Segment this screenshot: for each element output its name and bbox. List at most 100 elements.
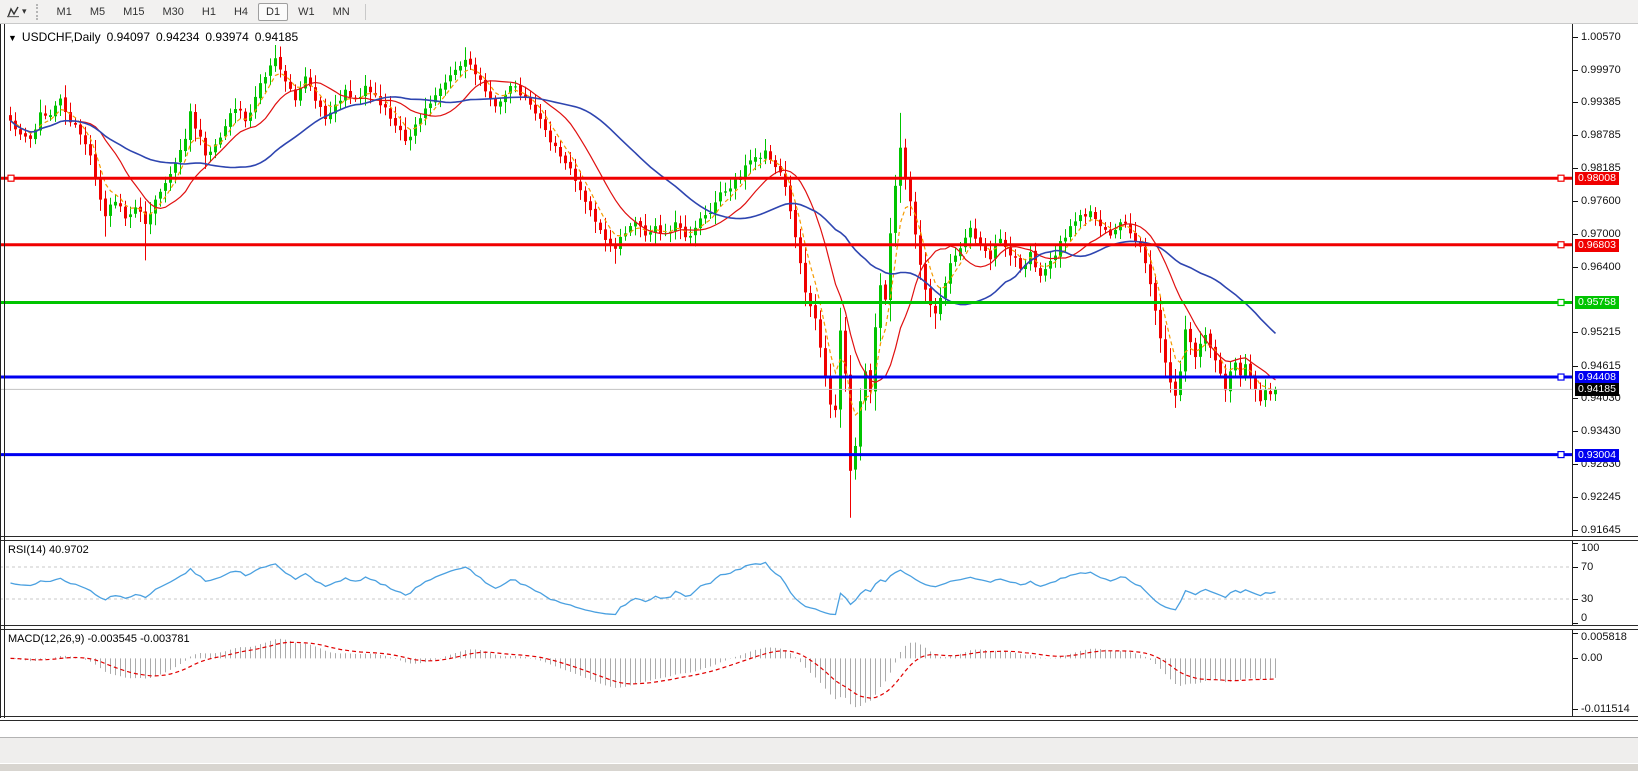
axis-tick — [1573, 366, 1578, 367]
rsi-label: RSI(14) 40.9702 — [8, 544, 89, 556]
price-tick-label: 0.96400 — [1581, 261, 1621, 273]
pane-divider[interactable] — [0, 625, 1638, 630]
axis-tick — [1573, 543, 1578, 544]
price-tick-label: 0.98185 — [1581, 162, 1621, 174]
axis-tick — [1573, 709, 1578, 710]
axis-tick — [1573, 464, 1578, 465]
chart-title: ▼ USDCHF,Daily 0.94097 0.94234 0.93974 0.9418… — [8, 30, 298, 44]
axis-tick — [1573, 623, 1578, 624]
macd-label: MACD(12,26,9) -0.003545 -0.003781 — [8, 633, 190, 645]
hline-price-label: 0.96803 — [1575, 239, 1619, 252]
rsi-tick-label: 0 — [1581, 612, 1588, 624]
price-tick-label: 0.97600 — [1581, 195, 1621, 207]
price-tick-label: 0.94615 — [1581, 360, 1621, 372]
hline-price-label: 0.98008 — [1575, 172, 1619, 185]
axis-tick — [1573, 70, 1578, 71]
timeframe-button-m5[interactable]: M5 — [89, 5, 106, 18]
rsi-axis[interactable]: 100 70 30 0 — [1572, 541, 1638, 625]
axis-tick — [1573, 135, 1578, 136]
price-plot-area[interactable] — [0, 24, 1572, 541]
axis-tick — [1573, 102, 1578, 103]
axis-tick — [1573, 267, 1578, 268]
macd-pane: MACD(12,26,9) -0.003545 -0.003781 0.0058… — [0, 630, 1638, 716]
chart-tab-bar — [0, 737, 1638, 764]
price-tick-label: 0.93430 — [1581, 425, 1621, 437]
rsi-canvas — [0, 561, 1572, 616]
timeframe-button-w1[interactable]: W1 — [298, 5, 315, 18]
rsi-line — [10, 561, 1276, 616]
axis-tick — [1573, 431, 1578, 432]
price-tick-label: 1.00570 — [1581, 31, 1621, 43]
hline-price-label: 0.94408 — [1575, 371, 1619, 384]
axis-tick — [1573, 497, 1578, 498]
macd-tick-label: 0.00 — [1581, 652, 1603, 664]
pane-divider[interactable] — [0, 536, 1638, 541]
hline-left-handle[interactable] — [7, 174, 15, 182]
ohlc-low: 0.93974 — [205, 30, 249, 44]
axis-tick — [1573, 633, 1578, 634]
chart-bottom-border — [0, 716, 1638, 721]
ohlc-close: 0.94185 — [254, 30, 299, 44]
hline-price-label: 0.93004 — [1575, 449, 1619, 462]
toolbar-separator — [364, 3, 366, 20]
moving-average-sma34 — [9, 96, 1277, 334]
top-toolbar: ▾ M1 M5 M15 M30 H1 H4 D1 W1 MN — [0, 0, 1638, 24]
rsi-tick-label: 30 — [1581, 593, 1594, 605]
status-bar — [0, 763, 1638, 771]
price-tick-label: 0.99385 — [1581, 96, 1621, 108]
hline-right-handle[interactable] — [1557, 373, 1565, 381]
timeframe-button-h4[interactable]: H4 — [233, 5, 249, 18]
axis-tick — [1573, 201, 1578, 202]
hline-price-label: 0.95758 — [1575, 296, 1619, 309]
macd-tick-label: -0.011514 — [1581, 703, 1630, 715]
hline-right-handle[interactable] — [1557, 174, 1565, 182]
rsi-plot-area[interactable] — [0, 541, 1572, 630]
hline-right-handle[interactable] — [1557, 450, 1565, 459]
price-tick-label: 0.92245 — [1581, 491, 1621, 503]
moving-average-sma13 — [10, 80, 1276, 383]
quick-nav-collapse-icon[interactable]: ▼ — [8, 33, 17, 43]
axis-tick — [1573, 398, 1578, 399]
chevron-down-icon[interactable]: ▾ — [22, 6, 27, 16]
candlestick-canvas — [0, 44, 1572, 518]
axis-tick — [1573, 567, 1578, 568]
timeframe-button-m30[interactable]: M30 — [162, 5, 184, 18]
price-tick-label: 0.98785 — [1581, 129, 1621, 141]
axis-tick — [1573, 168, 1578, 169]
axis-tick — [1573, 658, 1578, 659]
current-price-label: 0.94185 — [1575, 383, 1619, 396]
macd-signal-line — [10, 641, 1276, 699]
chart-symbol-period: USDCHF,Daily — [21, 30, 101, 44]
chart-pointer-icon[interactable] — [4, 4, 22, 20]
axis-tick — [1573, 530, 1578, 531]
rsi-tick-label: 100 — [1581, 542, 1600, 554]
macd-plot-area[interactable] — [0, 630, 1572, 721]
chart-frame-left — [0, 24, 5, 718]
hline-right-handle[interactable] — [1557, 241, 1565, 249]
price-pane: 1.00570 0.99970 0.99385 0.98785 0.98185 0.976… — [0, 24, 1638, 536]
timeframe-button-d1[interactable]: D1 — [258, 2, 289, 21]
price-axis[interactable]: 1.00570 0.99970 0.99385 0.98785 0.98185 0.976… — [1572, 24, 1638, 536]
timeframe-button-h1[interactable]: H1 — [201, 5, 216, 18]
macd-axis[interactable]: 0.005818 0.00 -0.011514 — [1572, 630, 1638, 716]
time-axis[interactable] — [0, 721, 1638, 737]
axis-tick — [1573, 599, 1578, 600]
timeframe-button-mn[interactable]: MN — [332, 5, 350, 18]
price-tick-label: 0.99970 — [1581, 64, 1621, 76]
price-tick-label: 0.95215 — [1581, 326, 1621, 338]
macd-canvas — [10, 638, 1276, 708]
moving-average-ema5 — [10, 68, 1276, 416]
macd-tick-label: 0.005818 — [1581, 631, 1627, 643]
ohlc-high: 0.94234 — [156, 30, 200, 44]
hline-right-handle[interactable] — [1557, 298, 1565, 307]
rsi-pane: RSI(14) 40.9702 100 70 30 0 — [0, 541, 1638, 625]
price-tick-label: 0.97000 — [1581, 228, 1621, 240]
ohlc-open: 0.94097 — [106, 30, 150, 44]
axis-tick — [1573, 234, 1578, 235]
rsi-tick-label: 70 — [1581, 561, 1594, 573]
timeframe-button-m15[interactable]: M15 — [123, 5, 145, 18]
toolbar-grip[interactable] — [35, 3, 43, 20]
timeframe-button-m1[interactable]: M1 — [56, 5, 72, 18]
timeframe-buttons: M1 M5 M15 M30 H1 H4 D1 W1 MN — [48, 2, 359, 21]
axis-tick — [1573, 37, 1578, 38]
